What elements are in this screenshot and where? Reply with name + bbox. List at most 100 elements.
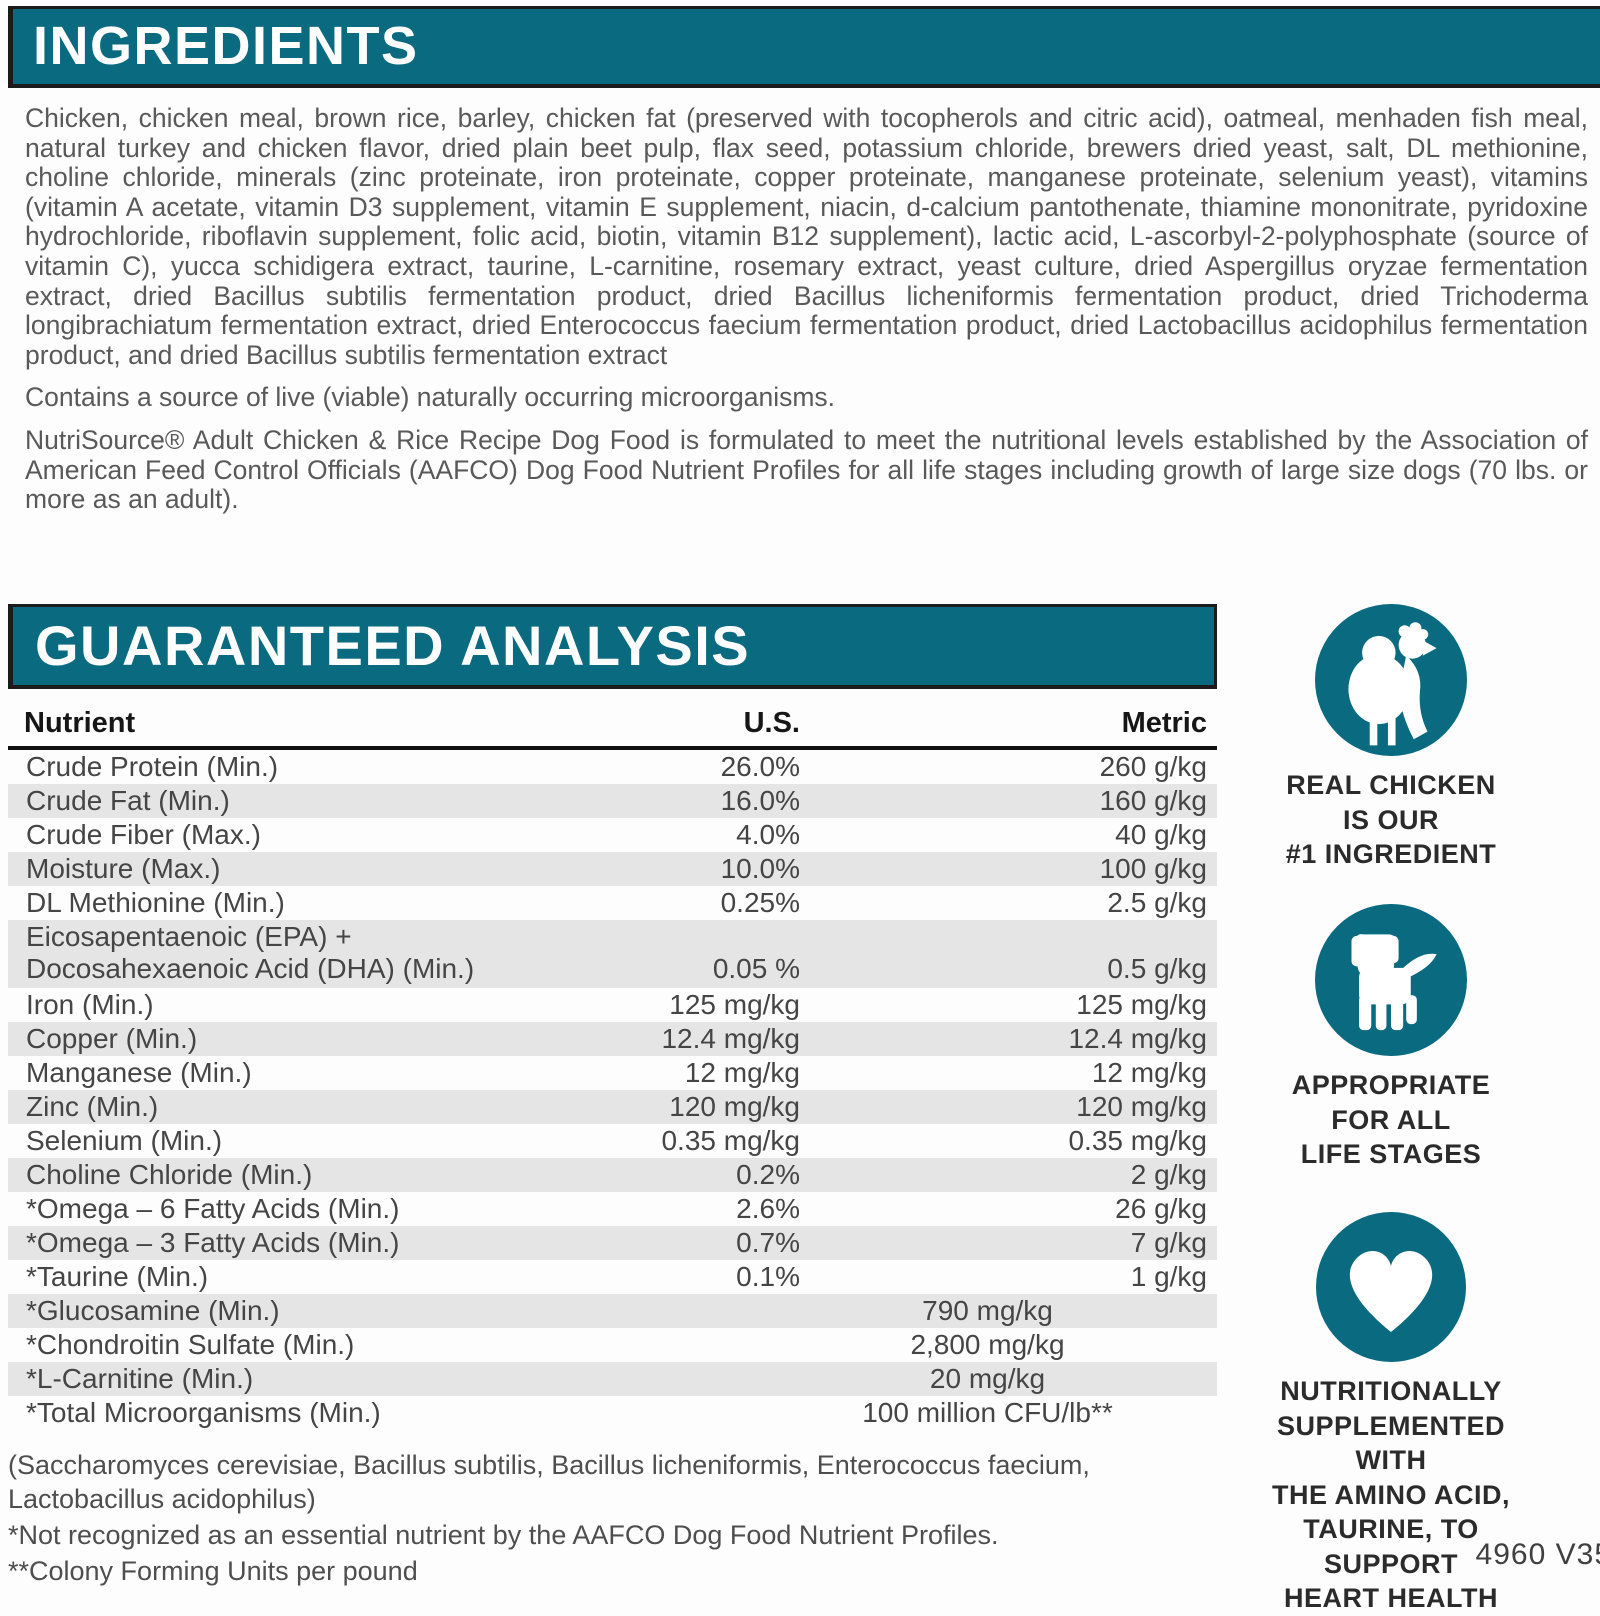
us-value-cell: 26.0% bbox=[720, 751, 800, 782]
nutrient-cell: Crude Protein (Min.) bbox=[26, 751, 279, 782]
table-row: Crude Protein (Min.) 26.0% 260 g/kg bbox=[8, 750, 1217, 784]
footer-product-code: 4960 V35 bbox=[1475, 1538, 1600, 1571]
table-row: *Taurine (Min.) 0.1% 1 g/kg bbox=[8, 1260, 1217, 1294]
table-row: *Omega – 3 Fatty Acids (Min.) 0.7% 7 g/kg bbox=[8, 1226, 1217, 1260]
us-value-cell: 2.6% bbox=[736, 1193, 800, 1224]
us-value-cell: 125 mg/kg bbox=[669, 989, 800, 1020]
table-row: *L-Carnitine (Min.) 20 mg/kg bbox=[8, 1362, 1217, 1396]
us-value-cell: 10.0% bbox=[720, 853, 800, 884]
nutrient-cell: DL Methionine (Min.) bbox=[26, 887, 285, 918]
table-row: *Total Microorganisms (Min.) 100 million … bbox=[8, 1396, 1217, 1430]
us-value-cell: 12.4 mg/kg bbox=[661, 1023, 800, 1054]
metric-value-cell: 100 g/kg bbox=[1099, 853, 1207, 884]
badge-label-life-stages: APPROPRIATE FOR ALL LIFE STAGES bbox=[1291, 1070, 1491, 1169]
footnote-not-recognized: *Not recognized as an essential nutrient… bbox=[8, 1520, 999, 1550]
us-value-cell: 0.35 mg/kg bbox=[661, 1125, 800, 1156]
heart-icon bbox=[1316, 1212, 1466, 1362]
column-header-us: U.S. bbox=[743, 707, 800, 739]
us-value-cell: 0.25% bbox=[720, 887, 800, 918]
metric-value-cell: 12.4 mg/kg bbox=[1068, 1023, 1207, 1054]
value-span-cell: 2,800 mg/kg bbox=[910, 1329, 1065, 1360]
analysis-header-bar: GUARANTEED ANALYSIS bbox=[8, 604, 1217, 689]
ingredients-title: INGREDIENTS bbox=[33, 16, 419, 76]
table-row: DL Methionine (Min.) 0.25% 2.5 g/kg bbox=[8, 886, 1217, 920]
table-header-row: Nutrient U.S. Metric bbox=[8, 707, 1217, 750]
nutrient-cell: Zinc (Min.) bbox=[26, 1091, 159, 1122]
nutrient-cell: *Chondroitin Sulfate (Min.) bbox=[26, 1329, 355, 1360]
badge-rail: REAL CHICKEN IS OUR #1 INGREDIENT APPROP… bbox=[1240, 600, 1542, 1613]
metric-value-cell: 0.35 mg/kg bbox=[1068, 1125, 1207, 1156]
nutrient-cell: Moisture (Max.) bbox=[26, 853, 221, 884]
chicken-icon bbox=[1315, 604, 1467, 756]
puppy-icon bbox=[1315, 904, 1467, 1056]
metric-value-cell: 160 g/kg bbox=[1099, 785, 1207, 816]
metric-value-cell: 125 mg/kg bbox=[1076, 989, 1207, 1020]
us-value-cell: 0.2% bbox=[736, 1159, 800, 1190]
aafco-statement: NutriSource® Adult Chicken & Rice Recipe… bbox=[25, 424, 1588, 515]
metric-value-cell: 2 g/kg bbox=[1130, 1159, 1207, 1190]
footnote-species-list: (Saccharomyces cerevisiae, Bacillus subt… bbox=[8, 1450, 1090, 1514]
nutrient-cell: *Total Microorganisms (Min.) bbox=[26, 1397, 381, 1428]
nutrient-cell: *Omega – 3 Fatty Acids (Min.) bbox=[26, 1227, 400, 1258]
value-span-cell: 20 mg/kg bbox=[929, 1363, 1046, 1394]
table-row: Eicosapentaenoic (EPA) + Docosahexaenoic… bbox=[8, 920, 1217, 988]
us-value-cell: 16.0% bbox=[720, 785, 800, 816]
table-row: Manganese (Min.) 12 mg/kg 12 mg/kg bbox=[8, 1056, 1217, 1090]
footnotes: (Saccharomyces cerevisiae, Bacillus subt… bbox=[8, 1448, 1217, 1588]
table-row: Selenium (Min.) 0.35 mg/kg 0.35 mg/kg bbox=[8, 1124, 1217, 1158]
table-row: Moisture (Max.) 10.0% 100 g/kg bbox=[8, 852, 1217, 886]
us-value-cell: 120 mg/kg bbox=[669, 1091, 800, 1122]
column-header-metric: Metric bbox=[1121, 707, 1207, 739]
nutrient-cell: Manganese (Min.) bbox=[26, 1057, 252, 1088]
badge-label-real-chicken: REAL CHICKEN IS OUR #1 INGREDIENT bbox=[1285, 770, 1497, 869]
analysis-title: GUARANTEED ANALYSIS bbox=[35, 614, 751, 677]
us-value-cell: 12 mg/kg bbox=[684, 1057, 800, 1088]
table-row: *Glucosamine (Min.) 790 mg/kg bbox=[8, 1294, 1217, 1328]
table-row: Iron (Min.) 125 mg/kg 125 mg/kg bbox=[8, 988, 1217, 1022]
analysis-table-body: Crude Protein (Min.) 26.0% 260 g/kg Crude F… bbox=[8, 750, 1217, 1430]
nutrient-cell: Choline Chloride (Min.) bbox=[26, 1159, 313, 1190]
nutrient-cell: Selenium (Min.) bbox=[26, 1125, 223, 1156]
nutrient-cell: Iron (Min.) bbox=[26, 989, 154, 1020]
table-row: *Chondroitin Sulfate (Min.) 2,800 mg/kg bbox=[8, 1328, 1217, 1362]
microorganisms-note: Contains a source of live (viable) natur… bbox=[25, 382, 836, 413]
ingredients-paragraph: Chicken, chicken meal, brown rice, barle… bbox=[25, 103, 1588, 370]
us-value-cell: 0.7% bbox=[736, 1227, 800, 1258]
table-row: Choline Chloride (Min.) 0.2% 2 g/kg bbox=[8, 1158, 1217, 1192]
ingredients-header-bar: INGREDIENTS bbox=[8, 6, 1600, 88]
metric-value-cell: 12 mg/kg bbox=[1091, 1057, 1207, 1088]
badge-life-stages: APPROPRIATE FOR ALL LIFE STAGES bbox=[1240, 904, 1542, 1172]
nutrient-cell: *Taurine (Min.) bbox=[26, 1261, 209, 1292]
metric-value-cell: 26 g/kg bbox=[1115, 1193, 1207, 1224]
metric-value-cell: 2.5 g/kg bbox=[1107, 887, 1207, 918]
metric-value-cell: 0.5 g/kg bbox=[1107, 953, 1207, 984]
badge-real-chicken: REAL CHICKEN IS OUR #1 INGREDIENT bbox=[1240, 604, 1542, 872]
nutrient-cell: Eicosapentaenoic (EPA) + Docosahexaenoic… bbox=[26, 921, 475, 984]
nutrient-cell: Crude Fiber (Max.) bbox=[26, 819, 261, 850]
value-span-cell: 100 million CFU/lb** bbox=[862, 1397, 1113, 1428]
metric-value-cell: 260 g/kg bbox=[1099, 751, 1207, 782]
nutrient-cell: Copper (Min.) bbox=[26, 1023, 198, 1054]
badge-label-heart-health: NUTRITIONALLY SUPPLEMENTED WITH THE AMIN… bbox=[1272, 1376, 1510, 1613]
nutrient-cell: *L-Carnitine (Min.) bbox=[26, 1363, 254, 1394]
table-row: Crude Fiber (Max.) 4.0% 40 g/kg bbox=[8, 818, 1217, 852]
metric-value-cell: 1 g/kg bbox=[1130, 1261, 1207, 1292]
metric-value-cell: 7 g/kg bbox=[1130, 1227, 1207, 1258]
nutrient-cell: Crude Fat (Min.) bbox=[26, 785, 230, 816]
nutrient-cell: *Omega – 6 Fatty Acids (Min.) bbox=[26, 1193, 400, 1224]
metric-value-cell: 120 mg/kg bbox=[1076, 1091, 1207, 1122]
metric-value-cell: 40 g/kg bbox=[1115, 819, 1207, 850]
table-row: *Omega – 6 Fatty Acids (Min.) 2.6% 26 g/kg bbox=[8, 1192, 1217, 1226]
us-value-cell: 0.1% bbox=[736, 1261, 800, 1292]
us-value-cell: 4.0% bbox=[736, 819, 800, 850]
ingredients-section: INGREDIENTS Chicken, chicken meal, brown… bbox=[8, 6, 1600, 515]
table-row: Zinc (Min.) 120 mg/kg 120 mg/kg bbox=[8, 1090, 1217, 1124]
column-header-nutrient: Nutrient bbox=[24, 707, 136, 739]
value-span-cell: 790 mg/kg bbox=[922, 1295, 1053, 1326]
footnote-cfu: **Colony Forming Units per pound bbox=[8, 1556, 418, 1586]
table-row: Crude Fat (Min.) 16.0% 160 g/kg bbox=[8, 784, 1217, 818]
guaranteed-analysis-section: GUARANTEED ANALYSIS Nutrient U.S. Metric… bbox=[8, 604, 1217, 1588]
us-value-cell: 0.05 % bbox=[712, 953, 800, 984]
nutrient-cell: *Glucosamine (Min.) bbox=[26, 1295, 280, 1326]
table-row: Copper (Min.) 12.4 mg/kg 12.4 mg/kg bbox=[8, 1022, 1217, 1056]
